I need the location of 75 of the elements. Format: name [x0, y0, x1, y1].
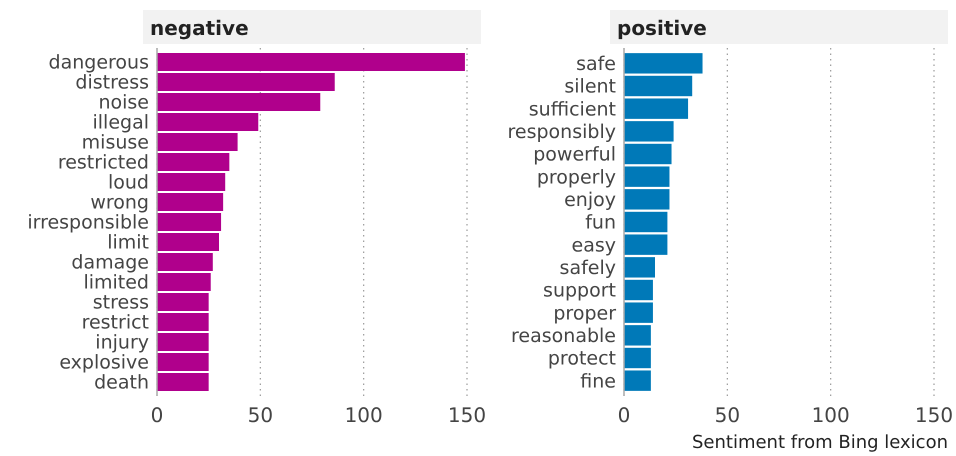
y-tick-label: safe: [576, 52, 616, 75]
y-tick-label: restricted: [58, 152, 149, 174]
y-tick-label: support: [543, 280, 616, 302]
bar: [624, 257, 655, 278]
bar: [157, 293, 209, 311]
y-tick-label: safely: [560, 256, 616, 279]
bar: [624, 280, 653, 300]
bar: [624, 189, 670, 210]
bar: [157, 173, 226, 191]
bar: [157, 313, 209, 331]
y-tick-label: limited: [83, 272, 149, 294]
y-tick-label: irresponsible: [27, 212, 149, 234]
bar: [624, 212, 668, 232]
y-tick-label: sufficient: [528, 98, 616, 120]
y-tick-label: easy: [572, 234, 616, 256]
y-tick-label: reasonable: [511, 324, 616, 347]
bar: [157, 93, 320, 111]
y-tick-label: limit: [107, 232, 149, 254]
chart-title: negative: [150, 16, 249, 40]
x-axis-title: Sentiment from Bing lexicon: [692, 432, 948, 453]
bar: [624, 302, 653, 323]
bar: [624, 370, 651, 391]
y-tick-label: death: [94, 372, 149, 394]
bar: [157, 113, 258, 131]
y-tick-label: restrict: [82, 312, 149, 334]
y-tick-label: misuse: [82, 132, 149, 154]
y-tick-label: stress: [92, 292, 149, 314]
bar: [157, 73, 335, 91]
y-tick-label: illegal: [92, 112, 149, 134]
y-tick-label: protect: [548, 348, 616, 370]
bar: [157, 133, 238, 151]
bar: [157, 373, 209, 391]
y-tick-label: proper: [553, 302, 616, 324]
chart-title: positive: [617, 16, 707, 40]
y-tick-label: responsibly: [508, 120, 616, 143]
bar: [157, 233, 219, 251]
y-tick-label: dangerous: [48, 52, 149, 74]
bar: [157, 253, 213, 271]
x-tick-label: 0: [150, 403, 164, 427]
bar: [624, 234, 668, 255]
x-tick-label: 150: [448, 403, 486, 427]
bar: [624, 348, 651, 368]
y-tick-label: powerful: [533, 144, 616, 166]
y-tick-label: noise: [98, 92, 149, 114]
y-tick-label: enjoy: [564, 188, 616, 211]
bar: [624, 98, 688, 119]
y-tick-label: damage: [71, 252, 149, 274]
x-tick-label: 50: [248, 403, 274, 427]
bar: [157, 333, 209, 351]
bar: [157, 193, 224, 211]
x-tick-label: 50: [714, 403, 740, 427]
bar: [157, 153, 230, 171]
bar: [157, 353, 209, 371]
x-tick-label: 0: [618, 403, 630, 427]
y-tick-label: explosive: [59, 352, 149, 374]
bar: [157, 53, 465, 71]
x-tick-label: 100: [812, 403, 850, 427]
y-tick-label: wrong: [90, 192, 149, 214]
bar: [157, 273, 211, 291]
y-tick-label: fine: [580, 370, 616, 392]
y-tick-label: silent: [564, 76, 616, 98]
bar: [624, 144, 672, 164]
bar: [624, 53, 703, 74]
bar: [624, 166, 670, 187]
bar: [157, 213, 222, 231]
y-tick-label: fun: [585, 212, 616, 234]
x-tick-label: 150: [914, 403, 954, 427]
bar: [624, 325, 651, 346]
y-tick-label: properly: [536, 166, 616, 188]
bar: [624, 121, 674, 142]
bar: [624, 76, 692, 96]
y-tick-label: injury: [95, 332, 149, 354]
y-tick-label: distress: [75, 72, 149, 94]
y-tick-label: loud: [108, 172, 149, 194]
x-tick-label: 100: [344, 403, 383, 427]
